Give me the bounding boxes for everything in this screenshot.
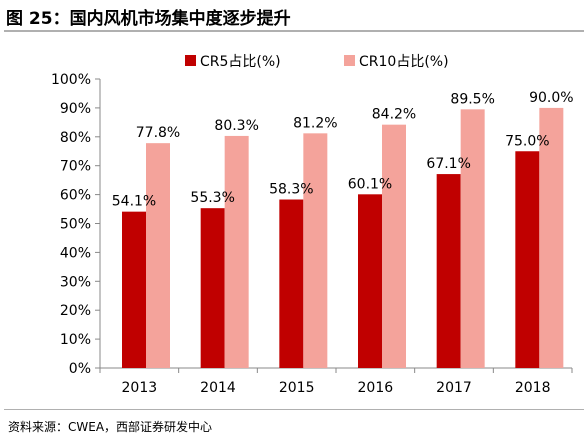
chart-title: 图 25：国内风机市场集中度逐步提升 [6,9,291,29]
bar-cr10 [460,109,485,368]
x-tick-label: 2013 [122,380,158,396]
data-label-cr5: 60.1% [348,176,392,192]
bar-cr10 [146,143,170,368]
x-axis: 2013 2014 2015 2016 2017 2018 [99,367,573,396]
bars [122,107,564,369]
bar-cr5 [515,151,540,368]
data-label-cr10: 89.5% [450,91,494,107]
y-axis: 0% 10% 20% 30% 40% 50% 60% 70% 80% 90% 100% [51,72,101,377]
source-note: 资料来源：CWEA，西部证券研发中心 [8,420,213,434]
legend-swatch-1 [185,55,196,66]
data-label-cr10: 84.2% [372,107,416,123]
y-tick-label: 100% [51,72,91,88]
x-tick-label: 2014 [200,380,236,396]
y-tick-label: 80% [60,130,91,146]
data-label-cr10: 77.8% [136,125,180,141]
x-tick-label: 2018 [515,380,551,396]
title-divider [4,30,584,32]
data-label-cr5: 54.1% [112,194,156,210]
legend-swatch-2 [344,55,355,66]
y-tick-label: 70% [60,159,91,175]
legend-label-1: CR5占比(%) [200,54,281,70]
y-tick-label: 90% [60,101,91,117]
y-tick-label: 0% [69,361,91,377]
y-tick-label: 10% [60,332,91,348]
bar-cr5 [122,211,146,368]
bar-cr5 [200,208,225,368]
legend-label-2: CR10占比(%) [359,54,449,70]
y-tick-label: 50% [60,217,91,233]
x-tick-label: 2015 [279,380,315,396]
y-tick-label: 60% [60,188,91,204]
bar-cr10 [382,124,406,368]
x-tick-label: 2017 [436,380,472,396]
bar-cr10 [224,135,249,368]
data-label-cr5: 75.0% [505,133,549,149]
bar-cr5 [358,194,382,368]
y-tick-label: 30% [60,274,91,290]
data-label-cr5: 67.1% [426,156,470,172]
legend: CR5占比(%) CR10占比(%) [185,54,449,70]
bar-cr10 [303,133,328,368]
data-label-cr5: 58.3% [269,182,313,198]
data-label-cr5: 55.3% [190,190,234,206]
x-tick-label: 2016 [358,380,394,396]
data-labels: 54.1% 77.8% 55.3% 80.3% 58.3% 81.2% 60.1% 84.2%… [112,90,574,210]
data-label-cr10: 80.3% [214,118,258,134]
data-label-cr10: 81.2% [293,115,337,131]
y-tick-label: 20% [60,303,91,319]
data-label-cr10: 90.0% [529,90,573,106]
bar-cr5 [436,174,461,368]
bar-cr5 [279,199,304,368]
bar-cr10 [539,107,564,369]
y-tick-label: 40% [60,245,91,261]
source-divider [4,409,584,410]
